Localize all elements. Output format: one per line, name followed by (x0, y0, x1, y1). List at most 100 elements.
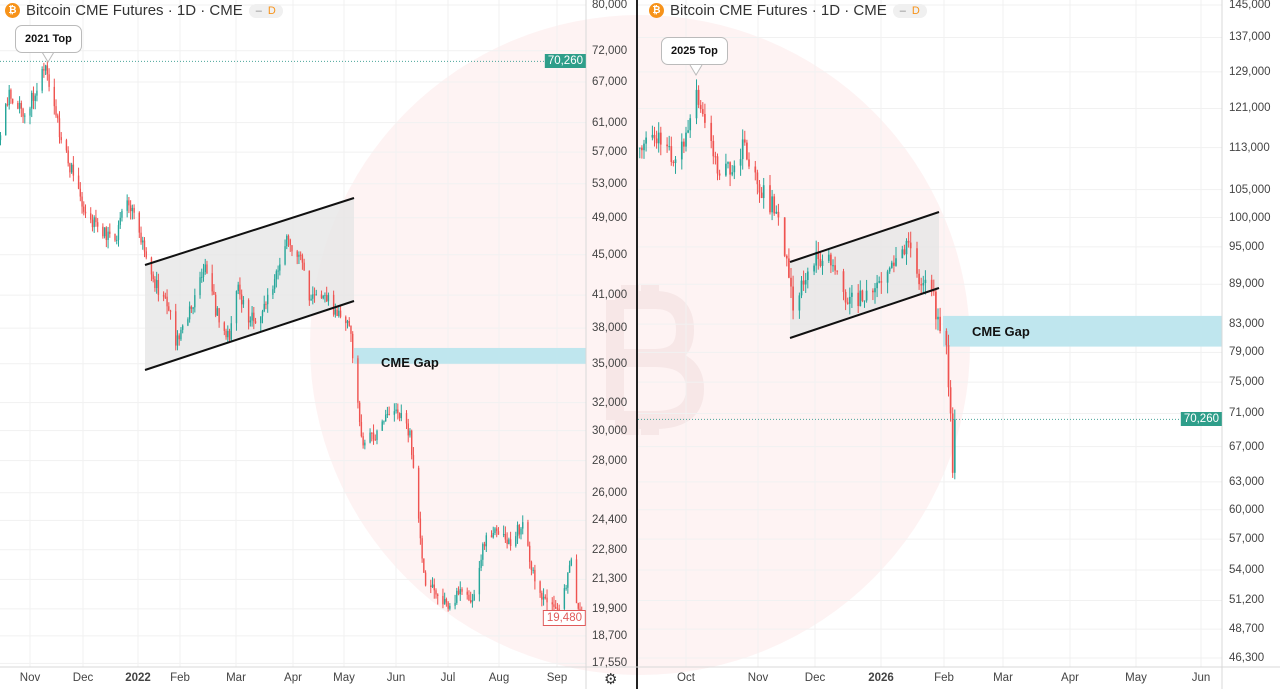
current-price-label: 70,260 (544, 54, 586, 69)
candle (802, 280, 805, 285)
y-tick-label: 137,000 (1229, 31, 1271, 44)
candle (240, 294, 243, 305)
candle (58, 118, 61, 138)
candle (350, 325, 352, 334)
candle (227, 330, 229, 338)
candle (398, 413, 401, 419)
candle (437, 594, 439, 596)
candle (225, 330, 227, 338)
candle (386, 413, 389, 415)
dash: – (255, 4, 262, 17)
candle (143, 240, 146, 252)
candle (308, 270, 311, 301)
candle (468, 594, 470, 601)
legend-right: ₿ Bitcoin CME Futures · 1D · CME – D (649, 2, 927, 19)
symbol-title[interactable]: Bitcoin CME Futures · 1D · CME (26, 2, 243, 19)
candle (695, 89, 698, 119)
candle (266, 294, 269, 305)
y-tick-label: 100,000 (1229, 211, 1271, 224)
candle (504, 534, 507, 540)
candle (502, 534, 505, 536)
candle (842, 271, 845, 292)
candle (11, 98, 14, 103)
candle (907, 240, 910, 243)
candle (494, 528, 496, 534)
symbol-title[interactable]: Bitcoin CME Futures · 1D · CME (670, 2, 887, 19)
candle (712, 140, 715, 157)
candle (131, 207, 134, 212)
candle (247, 300, 250, 323)
candle (211, 273, 213, 292)
candle (555, 606, 557, 609)
candle (433, 584, 435, 591)
candle (485, 535, 488, 547)
candle (313, 294, 316, 296)
x-tick-label: Nov (747, 672, 769, 684)
candle (239, 284, 241, 295)
candle (320, 294, 323, 299)
settings-icon[interactable]: ⚙ (604, 671, 618, 688)
x-tick-label: Mar (226, 672, 246, 684)
candle (731, 172, 734, 175)
candle (218, 308, 220, 323)
candle (423, 558, 425, 573)
candle (128, 200, 130, 206)
y-tick-label: 21,300 (592, 573, 628, 586)
candle (947, 345, 950, 388)
candle (815, 251, 818, 266)
candle (400, 413, 402, 419)
y-tick-label: 75,000 (1229, 376, 1265, 389)
candle (277, 270, 279, 272)
candle (289, 239, 291, 246)
y-tick-label: 35,000 (592, 357, 628, 370)
candle (930, 279, 933, 291)
candle (310, 298, 312, 301)
x-tick-label: Apr (1061, 672, 1079, 684)
candle (741, 139, 744, 160)
candle (496, 528, 498, 532)
candle (729, 162, 731, 175)
channel-line (789, 287, 940, 339)
candle (324, 295, 326, 297)
candle (34, 95, 36, 101)
candle (558, 608, 560, 610)
candle (242, 300, 245, 305)
interval-pill[interactable]: – D (892, 3, 927, 18)
candle (299, 254, 302, 256)
candle (235, 291, 238, 324)
candle (546, 597, 548, 603)
candle (563, 588, 566, 609)
candle (876, 282, 878, 289)
candle (223, 322, 226, 331)
candle (206, 264, 208, 274)
candle (520, 528, 522, 535)
candle (641, 147, 643, 151)
candle (542, 596, 545, 600)
candle (164, 296, 167, 298)
candle (216, 308, 219, 316)
candle (775, 211, 778, 214)
candle (140, 232, 142, 243)
candle (832, 265, 834, 267)
candle (905, 240, 908, 255)
candle (81, 196, 83, 207)
candle (657, 132, 660, 144)
candle (457, 590, 460, 595)
candle (48, 74, 50, 87)
candle (844, 291, 847, 303)
candle (577, 603, 579, 609)
callout-2025-top[interactable]: 2025 Top (661, 37, 728, 65)
candle (953, 419, 956, 473)
candle (697, 89, 700, 105)
candle (152, 274, 154, 280)
candle (17, 102, 19, 109)
candle (168, 306, 170, 311)
watermark-bitcoin-glyph (606, 285, 705, 435)
candle (888, 267, 891, 272)
interval-pill[interactable]: – D (248, 3, 283, 18)
candle (788, 258, 790, 278)
candle (364, 442, 366, 446)
callout-2021-top[interactable]: 2021 Top (15, 25, 82, 53)
candle (279, 264, 281, 271)
